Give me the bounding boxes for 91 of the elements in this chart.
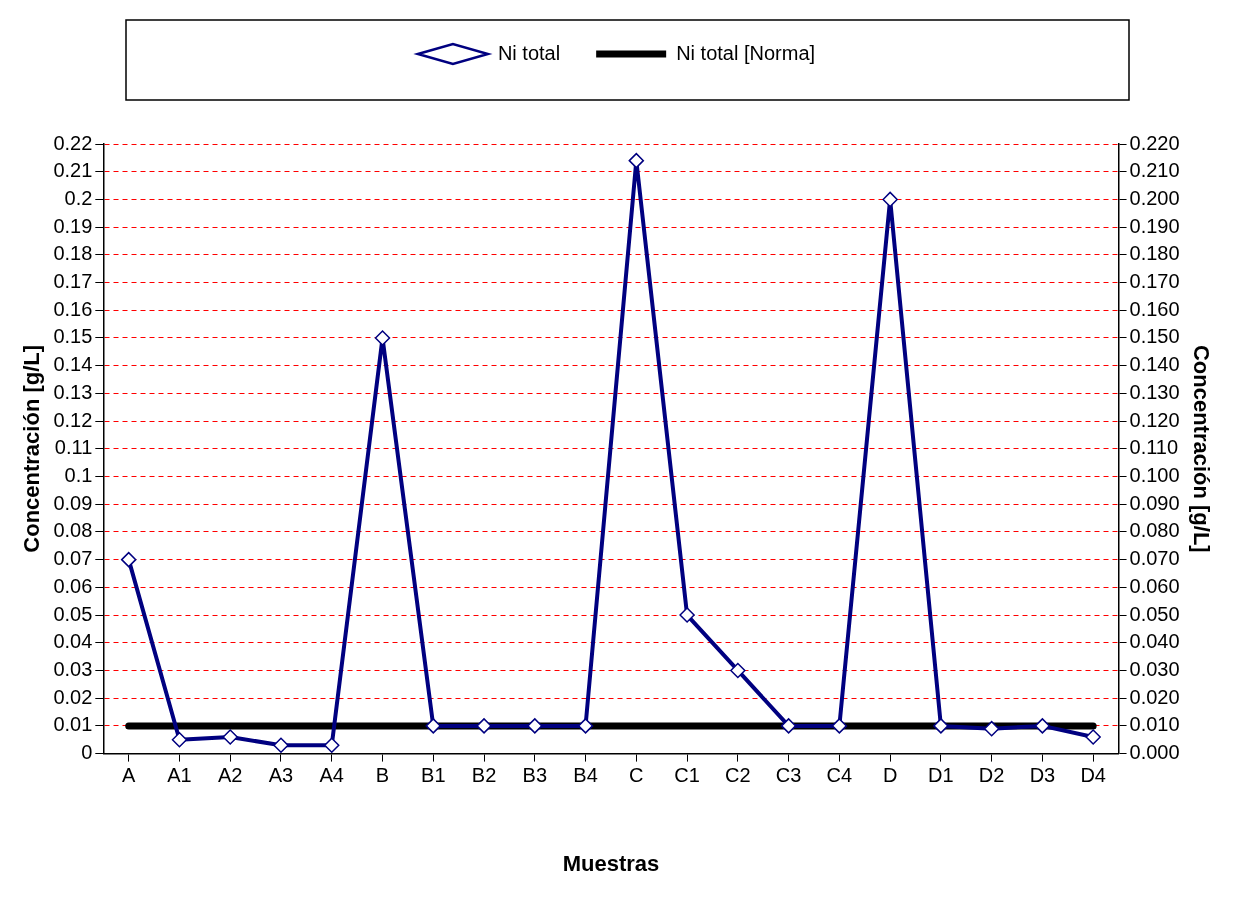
x-tick-label: D bbox=[882, 764, 898, 787]
x-tick-label: D1 bbox=[928, 764, 954, 787]
x-tick-label: A bbox=[122, 764, 137, 787]
x-tick-label: D4 bbox=[1080, 764, 1106, 787]
legend-label: Ni total [Norma] bbox=[676, 41, 816, 64]
y-tick-label: 0.03 bbox=[53, 657, 93, 680]
y2-tick-label: 0.170 bbox=[1129, 270, 1180, 293]
y2-tick-label: 0.220 bbox=[1129, 131, 1180, 154]
y-tick-label: 0.17 bbox=[53, 270, 93, 293]
point bbox=[780, 718, 797, 734]
x-tick-label: D3 bbox=[1029, 764, 1056, 787]
y-tick-label: 0.22 bbox=[53, 131, 93, 154]
x-tick-label: A2 bbox=[217, 764, 243, 787]
y2-tick-label: 0.200 bbox=[1129, 186, 1180, 209]
y-tick-label: 0.05 bbox=[53, 602, 93, 625]
y-tick-label: 0.07 bbox=[53, 547, 93, 570]
y2-tick-label: 0.090 bbox=[1129, 491, 1180, 514]
x-tick-label: C3 bbox=[775, 764, 802, 787]
y2-axis-title: Concentración [g/L] bbox=[1188, 344, 1214, 553]
y2-tick-label: 0.080 bbox=[1129, 519, 1180, 542]
y2-tick-label: 0.140 bbox=[1129, 353, 1180, 376]
y-tick-label: 0.02 bbox=[53, 685, 93, 708]
y2-tick-label: 0.120 bbox=[1129, 408, 1180, 431]
x-tick-label: A4 bbox=[319, 764, 344, 787]
y2-tick-label: 0.000 bbox=[1129, 741, 1180, 764]
point bbox=[730, 662, 746, 679]
y2-tick-label: 0.050 bbox=[1129, 602, 1180, 625]
y-tick-label: 0.08 bbox=[53, 519, 93, 542]
point bbox=[679, 607, 695, 623]
y-tick-label: 0.13 bbox=[53, 380, 93, 403]
point bbox=[476, 718, 492, 734]
point bbox=[527, 718, 543, 734]
y-tick-label: 0.09 bbox=[53, 491, 93, 514]
y-tick-label: 0.01 bbox=[53, 713, 93, 736]
y-tick-label: 0.12 bbox=[53, 408, 93, 431]
x-tick-label: C2 bbox=[725, 764, 751, 787]
x-tick-label: B2 bbox=[471, 764, 497, 787]
y2-tick-label: 0.110 bbox=[1129, 436, 1179, 459]
x-tick-label: A3 bbox=[268, 764, 294, 787]
y-tick-label: 0.06 bbox=[53, 574, 93, 597]
y-tick-label: 0.19 bbox=[53, 214, 93, 237]
x-tick-label: B1 bbox=[421, 764, 446, 787]
point bbox=[882, 191, 898, 208]
x-tick-label: C4 bbox=[826, 764, 853, 787]
y2-tick-label: 0.150 bbox=[1129, 325, 1180, 348]
y2-tick-label: 0.020 bbox=[1129, 685, 1180, 708]
y2-tick-label: 0.180 bbox=[1129, 242, 1180, 265]
x-tick-label: C bbox=[629, 764, 644, 787]
y2-tick-label: 0.010 bbox=[1129, 713, 1180, 736]
x-tick-label: A1 bbox=[167, 764, 192, 787]
y2-tick-label: 0.070 bbox=[1129, 547, 1180, 570]
y-tick-label: 0.16 bbox=[53, 297, 93, 320]
y2-tick-label: 0.130 bbox=[1129, 380, 1180, 403]
point bbox=[1034, 718, 1051, 734]
y2-tick-label: 0.100 bbox=[1129, 464, 1180, 487]
point bbox=[1085, 729, 1101, 745]
x-tick-label: B bbox=[375, 764, 390, 787]
point bbox=[273, 737, 289, 754]
point bbox=[324, 737, 340, 754]
x-axis-title: Muestras bbox=[562, 850, 660, 876]
x-tick-label: D2 bbox=[978, 764, 1005, 787]
x-tick-label: C1 bbox=[674, 764, 700, 787]
y-tick-label: 0.15 bbox=[53, 325, 93, 348]
point bbox=[374, 330, 391, 346]
point bbox=[933, 718, 949, 734]
y-tick-label: 0.04 bbox=[53, 630, 93, 653]
y-tick-label: 0.1 bbox=[64, 464, 93, 487]
point bbox=[120, 551, 137, 568]
point bbox=[983, 720, 1000, 737]
y2-tick-label: 0.030 bbox=[1129, 657, 1180, 680]
y-tick-label: 0.21 bbox=[53, 159, 93, 182]
y2-tick-label: 0.210 bbox=[1129, 159, 1180, 182]
point bbox=[425, 718, 442, 734]
x-tick-label: B3 bbox=[522, 764, 548, 787]
y-tick-label: 0 bbox=[81, 741, 93, 764]
y2-tick-label: 0.190 bbox=[1129, 214, 1180, 237]
point bbox=[577, 718, 594, 734]
point bbox=[222, 729, 238, 745]
point bbox=[171, 732, 188, 748]
y-tick-label: 0.2 bbox=[64, 186, 93, 209]
y2-tick-label: 0.060 bbox=[1129, 574, 1180, 597]
x-tick-label: B4 bbox=[573, 764, 598, 787]
y2-tick-label: 0.040 bbox=[1129, 630, 1180, 653]
y-tick-label: 0.18 bbox=[53, 242, 93, 265]
y2-tick-label: 0.160 bbox=[1129, 297, 1180, 320]
y-axis-title: Concentración [g/L] bbox=[19, 344, 45, 553]
point bbox=[628, 152, 645, 169]
point bbox=[831, 718, 848, 734]
y-tick-label: 0.14 bbox=[53, 353, 93, 376]
legend-label: Ni total bbox=[497, 41, 561, 64]
y-tick-label: 0.11 bbox=[54, 436, 93, 459]
